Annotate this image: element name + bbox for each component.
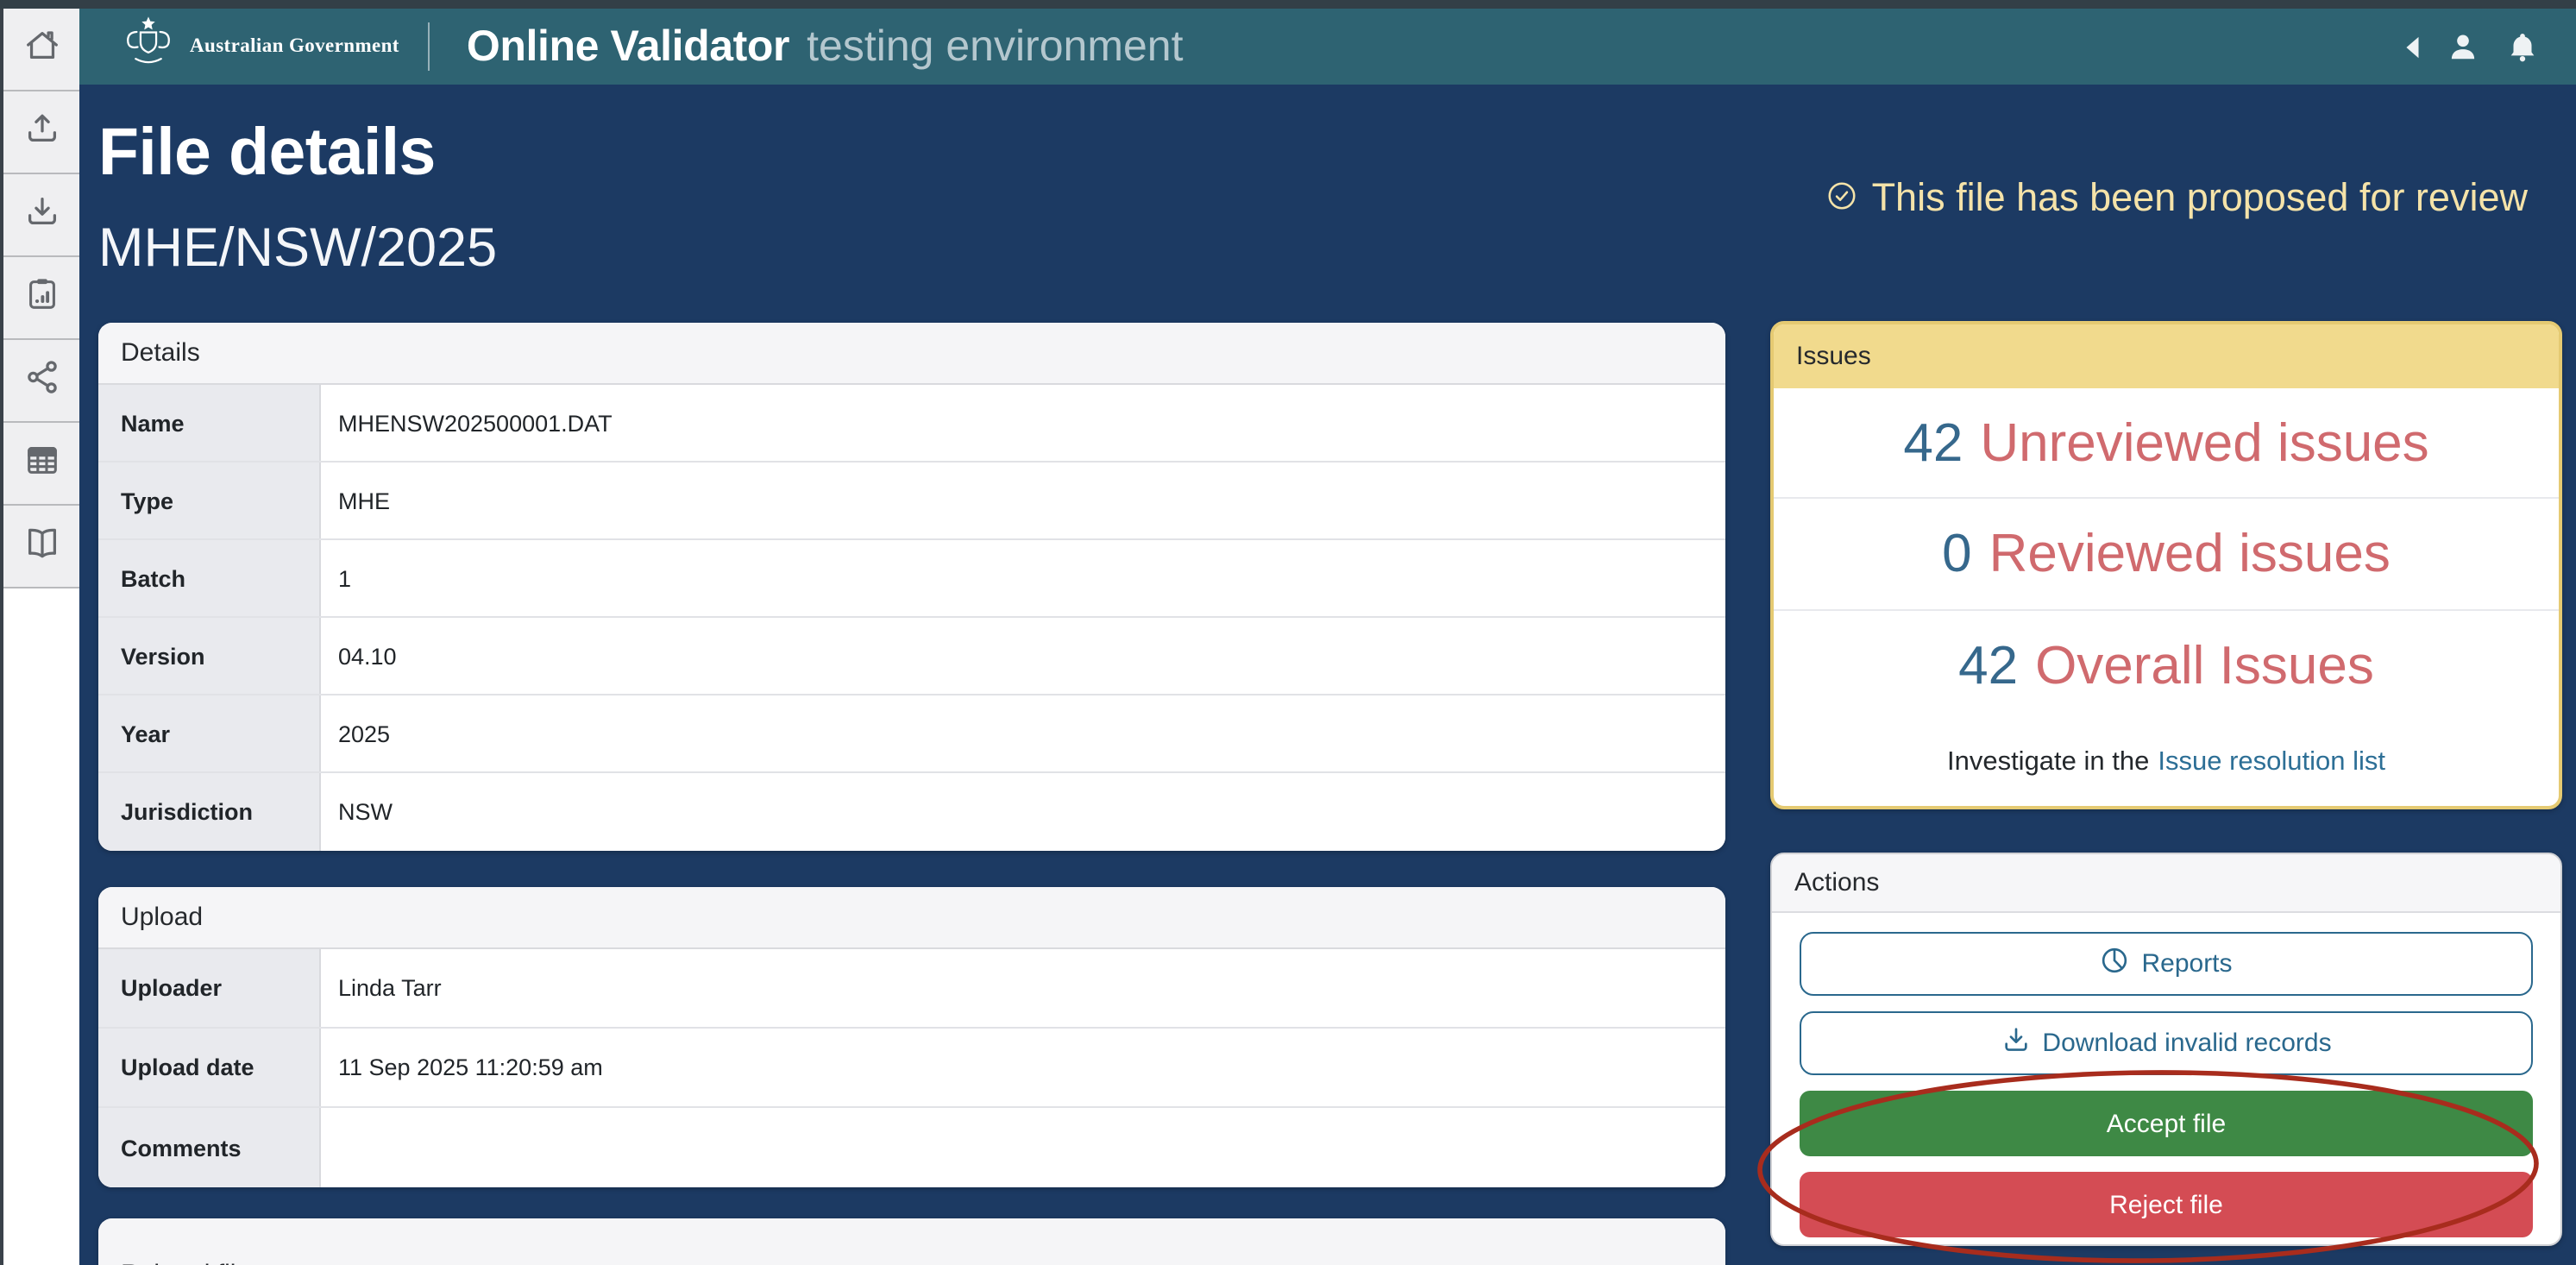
back-chevron-icon[interactable] xyxy=(2403,34,2421,60)
related-files-card: Related files xyxy=(98,1218,1725,1265)
stat-label: Unreviewed issues xyxy=(1980,412,2429,472)
table-row: Type MHE xyxy=(98,463,1725,540)
row-value: NSW xyxy=(321,773,1725,851)
row-value: 2025 xyxy=(321,695,1725,771)
share-icon xyxy=(22,356,61,405)
table-row: Upload date 11 Sep 2025 11:20:59 am xyxy=(98,1029,1725,1108)
details-card: Details Name MHENSW202500001.DAT Type MH… xyxy=(98,323,1725,851)
table-row: Jurisdiction NSW xyxy=(98,773,1725,851)
app-header-bar: Australian Government Online Validator t… xyxy=(79,9,2576,85)
row-label: Upload date xyxy=(98,1029,321,1106)
unreviewed-issues-stat: 42 Unreviewed issues xyxy=(1774,388,2559,499)
sidebar-item-reports[interactable] xyxy=(3,257,79,340)
user-account-icon[interactable] xyxy=(2445,28,2481,65)
row-label: Uploader xyxy=(98,949,321,1027)
row-label: Jurisdiction xyxy=(98,773,321,851)
accept-file-button[interactable]: Accept file xyxy=(1800,1091,2533,1156)
notifications-bell-icon[interactable] xyxy=(2505,28,2540,65)
row-label: Name xyxy=(98,385,321,461)
book-icon xyxy=(22,522,61,570)
stat-label: Overall Issues xyxy=(2035,634,2374,695)
issues-footer: Investigate in the Issue resolution list xyxy=(1774,720,2559,806)
button-label: Download invalid records xyxy=(2042,1029,2332,1058)
download-icon xyxy=(22,191,61,239)
row-value: 11 Sep 2025 11:20:59 am xyxy=(321,1029,1725,1106)
stat-count: 42 xyxy=(1903,412,1963,472)
circle-check-icon xyxy=(1827,176,1857,221)
reports-button[interactable]: Reports xyxy=(1800,932,2533,996)
table-row: Name MHENSW202500001.DAT xyxy=(98,385,1725,463)
button-label: Reports xyxy=(2141,949,2233,979)
table-row: Batch 1 xyxy=(98,540,1725,618)
row-value xyxy=(321,1108,1725,1187)
file-status-message: This file has been proposed for review xyxy=(1827,173,2528,224)
home-icon xyxy=(22,25,61,73)
page-title: File details xyxy=(98,116,436,190)
upload-card-title: Upload xyxy=(98,887,1725,949)
sidebar-item-home[interactable] xyxy=(3,9,79,91)
button-label: Reject file xyxy=(2109,1190,2223,1219)
download-icon xyxy=(2001,1025,2030,1061)
issues-card-title: Issues xyxy=(1774,324,2559,388)
header-actions xyxy=(2403,28,2576,65)
sidebar-item-table[interactable] xyxy=(3,423,79,506)
sidebar xyxy=(0,9,79,1265)
sidebar-item-docs[interactable] xyxy=(3,506,79,588)
row-value: Linda Tarr xyxy=(321,949,1725,1027)
table-row: Comments xyxy=(98,1108,1725,1187)
row-value: MHE xyxy=(321,463,1725,538)
related-files-card-title: Related files xyxy=(98,1218,1725,1265)
upload-card: Upload Uploader Linda Tarr Upload date 1… xyxy=(98,887,1725,1187)
app-title: Online Validator xyxy=(466,22,790,70)
overall-issues-stat: 42 Overall Issues xyxy=(1774,611,2559,720)
issue-resolution-list-link[interactable]: Issue resolution list xyxy=(2158,747,2385,777)
sidebar-item-upload[interactable] xyxy=(3,91,79,174)
gov-label: Australian Government xyxy=(190,36,399,57)
row-label: Comments xyxy=(98,1108,321,1187)
download-invalid-records-button[interactable]: Download invalid records xyxy=(1800,1011,2533,1075)
table-icon xyxy=(22,439,61,488)
actions-card: Actions Reports Download invalid records… xyxy=(1770,853,2562,1246)
app-subtitle: testing environment xyxy=(807,22,1184,70)
australian-government-crest-logo xyxy=(119,11,178,82)
row-value: 04.10 xyxy=(321,618,1725,694)
window-top-strip xyxy=(0,0,2576,9)
row-label: Batch xyxy=(98,540,321,616)
stat-count: 42 xyxy=(1958,634,2019,695)
sidebar-item-download[interactable] xyxy=(3,174,79,257)
issues-card: Issues 42 Unreviewed issues 0 Reviewed i… xyxy=(1770,321,2562,809)
pie-chart-icon xyxy=(2100,946,2129,982)
sidebar-item-share[interactable] xyxy=(3,340,79,423)
actions-body: Reports Download invalid records Accept … xyxy=(1772,913,2560,1237)
table-row: Version 04.10 xyxy=(98,618,1725,695)
stat-count: 0 xyxy=(1942,523,1972,583)
table-row: Uploader Linda Tarr xyxy=(98,949,1725,1029)
row-value: MHENSW202500001.DAT xyxy=(321,385,1725,461)
actions-card-title: Actions xyxy=(1772,854,2560,913)
issues-footer-text: Investigate in the xyxy=(1946,747,2150,777)
row-label: Version xyxy=(98,618,321,694)
header-divider xyxy=(428,22,430,71)
row-value: 1 xyxy=(321,540,1725,616)
upload-icon xyxy=(22,108,61,156)
stat-label: Reviewed issues xyxy=(1989,523,2391,583)
page-subtitle: MHE/NSW/2025 xyxy=(98,216,498,278)
report-chart-icon xyxy=(22,274,61,322)
reviewed-issues-stat: 0 Reviewed issues xyxy=(1774,499,2559,611)
details-card-title: Details xyxy=(98,323,1725,385)
row-label: Type xyxy=(98,463,321,538)
status-text: This file has been proposed for review xyxy=(1871,176,2528,219)
button-label: Accept file xyxy=(2106,1109,2227,1138)
table-row: Year 2025 xyxy=(98,695,1725,773)
reject-file-button[interactable]: Reject file xyxy=(1800,1172,2533,1237)
row-label: Year xyxy=(98,695,321,771)
